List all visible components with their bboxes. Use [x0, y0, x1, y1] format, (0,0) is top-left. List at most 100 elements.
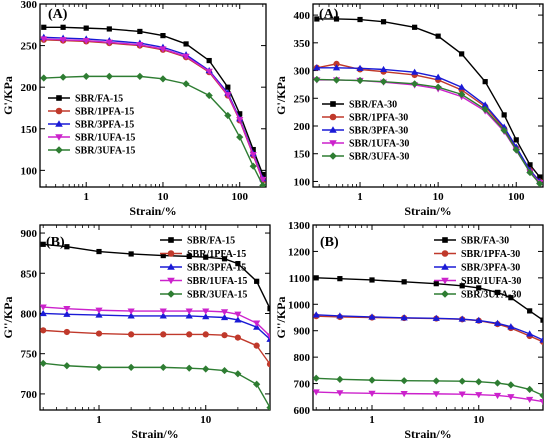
- legend-marker: [441, 290, 449, 298]
- legend-marker: [442, 237, 448, 243]
- data-point: [202, 308, 210, 315]
- data-point: [368, 376, 376, 384]
- data-point: [206, 57, 212, 64]
- data-point: [159, 363, 167, 371]
- legend: SBR/FA-15 SBR/1PFA-15 SBR/3PFA-15 SBR/1UFA-…: [48, 94, 135, 157]
- data-point: [249, 162, 257, 170]
- data-point: [82, 38, 90, 45]
- data-point: [160, 33, 166, 39]
- y-tick-label: 1300: [288, 220, 311, 232]
- data-point: [313, 275, 319, 281]
- data-point: [266, 403, 270, 410]
- y-tick-label: 350: [294, 38, 311, 50]
- data-point: [494, 289, 501, 295]
- legend-entry: SBR/1PFA-15: [187, 249, 246, 260]
- data-point: [313, 64, 321, 71]
- data-point: [313, 389, 320, 396]
- y-tick-label: 750: [21, 349, 38, 361]
- data-point: [236, 133, 244, 141]
- data-point: [368, 390, 376, 397]
- legend-marker: [55, 134, 63, 141]
- data-point: [539, 391, 543, 400]
- y-tick-label: 900: [294, 326, 311, 338]
- panel-label: (B): [320, 235, 339, 250]
- data-point: [513, 137, 519, 143]
- chart-panel-4: 1 10 600 700 800 900 1000 1100 1200 1300 Strain/% G…: [274, 220, 544, 441]
- data-point: [313, 75, 321, 84]
- legend-entry: SBR/3UFA-30: [349, 152, 409, 163]
- y-tick-label: 1000: [288, 299, 311, 311]
- data-point: [105, 72, 113, 80]
- data-point: [434, 73, 442, 80]
- data-point: [400, 377, 408, 385]
- data-point: [336, 312, 344, 319]
- legend-marker: [56, 95, 62, 101]
- data-point: [159, 75, 167, 83]
- panel-label: (B): [46, 235, 65, 250]
- legend-marker: [167, 250, 175, 257]
- data-point: [182, 80, 190, 88]
- x-axis-label: Strain/%: [404, 204, 451, 218]
- data-point: [333, 60, 340, 67]
- legend-entry: SBR/1PFA-30: [461, 249, 520, 260]
- legend-entry: SBR/3PFA-15: [187, 263, 246, 274]
- data-point: [40, 327, 47, 334]
- data-point: [458, 83, 466, 90]
- data-point: [221, 256, 228, 262]
- data-point: [313, 311, 320, 318]
- y-tick-label: 1100: [289, 273, 311, 285]
- data-point: [106, 26, 112, 32]
- data-point: [500, 126, 508, 135]
- data-point: [40, 309, 47, 317]
- panel-label: (A): [48, 7, 68, 22]
- data-point: [159, 46, 167, 53]
- y-tick-label: 800: [21, 308, 38, 320]
- legend-entry: SBR/1UFA-15: [75, 133, 135, 144]
- legend-entry: SBR/1UFA-30: [349, 139, 409, 150]
- y-tick-label: 200: [21, 82, 38, 94]
- data-point: [63, 328, 70, 336]
- data-point: [368, 313, 376, 320]
- y-tick-label: 700: [294, 379, 311, 391]
- legend-entry: SBR/3PFA-30: [349, 126, 408, 137]
- data-point: [459, 283, 465, 289]
- data-point: [160, 331, 167, 338]
- data-point: [95, 363, 103, 371]
- data-point: [137, 28, 143, 35]
- legend-entry: SBR/3UFA-30: [461, 290, 521, 301]
- data-point: [412, 24, 418, 30]
- data-point: [186, 331, 193, 338]
- data-point: [266, 361, 270, 368]
- y-tick-label: 150: [294, 149, 311, 161]
- data-point: [254, 278, 260, 284]
- data-point: [526, 396, 534, 404]
- data-point: [160, 252, 166, 259]
- data-point: [482, 79, 488, 85]
- y-tick-label: 800: [294, 352, 311, 364]
- y-tick-label: 250: [294, 93, 311, 105]
- data-point: [356, 76, 364, 85]
- series-line-1: [316, 18, 541, 178]
- data-point: [539, 398, 543, 406]
- data-point: [234, 370, 242, 378]
- y-tick-label: 250: [21, 41, 38, 53]
- data-point: [128, 251, 134, 257]
- y-tick-label: 400: [294, 10, 311, 22]
- legend: SBR/FA-15 SBR/1PFA-15 SBR/3PFA-15 SBR/1UFA-…: [160, 236, 247, 301]
- data-point: [185, 308, 193, 315]
- data-point: [60, 24, 66, 30]
- data-point: [253, 342, 260, 349]
- legend-entry: SBR/FA-30: [349, 100, 397, 111]
- data-point: [185, 312, 193, 319]
- data-point: [63, 310, 71, 317]
- x-tick-label: 1: [357, 191, 363, 203]
- series-line-5: [316, 78, 541, 185]
- data-point: [259, 181, 266, 187]
- data-point: [507, 323, 515, 330]
- data-point: [59, 73, 67, 81]
- legend-entry: SBR/3PFA-30: [461, 263, 520, 274]
- y-tick-label: 850: [21, 268, 38, 280]
- data-point: [136, 72, 144, 80]
- data-point: [459, 51, 465, 57]
